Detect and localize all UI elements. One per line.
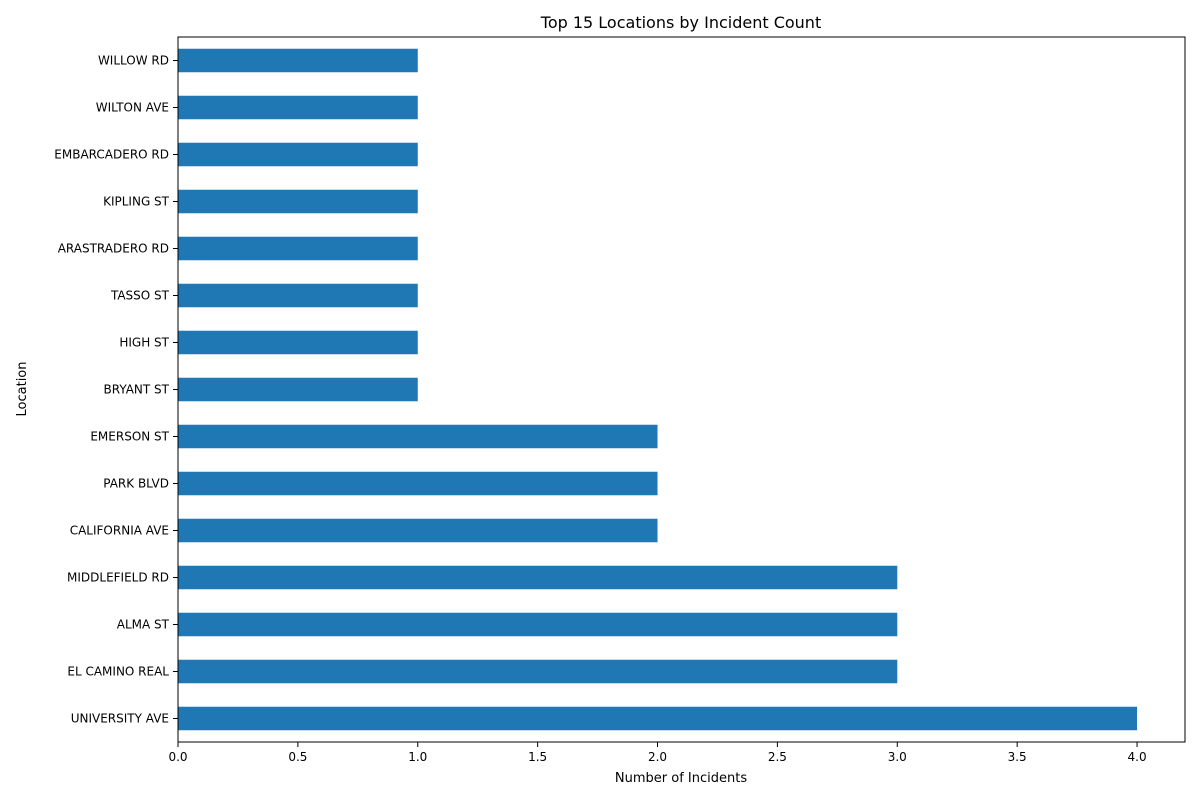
bar bbox=[178, 518, 658, 543]
y-ticks-group: UNIVERSITY AVE EL CAMINO REAL ALMA ST MIDDL… bbox=[54, 54, 178, 726]
bars-group bbox=[178, 48, 1138, 731]
bar bbox=[178, 48, 418, 73]
bar bbox=[178, 95, 418, 120]
plot-frame bbox=[177, 36, 1186, 743]
bar bbox=[178, 283, 418, 308]
y-tick-label: ALMA ST bbox=[117, 618, 170, 632]
y-tick-label: EMERSON ST bbox=[90, 430, 169, 444]
y-tick-label: UNIVERSITY AVE bbox=[71, 712, 169, 726]
x-tick-label: 3.5 bbox=[1008, 750, 1027, 764]
bar bbox=[178, 706, 1138, 731]
y-axis-label: Location bbox=[15, 362, 30, 417]
y-tick-label: ARASTRADERO RD bbox=[58, 242, 169, 256]
bar bbox=[178, 377, 418, 402]
bar bbox=[178, 565, 898, 590]
y-tick-label: WILLOW RD bbox=[98, 54, 169, 68]
bar bbox=[178, 189, 418, 214]
bar bbox=[178, 612, 898, 637]
y-tick-label: BRYANT ST bbox=[104, 383, 170, 397]
x-tick-label: 0.5 bbox=[288, 750, 307, 764]
bar bbox=[178, 471, 658, 496]
bar bbox=[178, 236, 418, 261]
chart-title: Top 15 Locations by Incident Count bbox=[540, 13, 821, 32]
x-tick-label: 4.0 bbox=[1128, 750, 1147, 764]
y-tick-label: PARK BLVD bbox=[103, 477, 169, 491]
y-tick-label: CALIFORNIA AVE bbox=[70, 524, 169, 538]
x-tick-label: 3.0 bbox=[888, 750, 907, 764]
y-tick-label: EMBARCADERO RD bbox=[54, 148, 169, 162]
x-tick-label: 2.0 bbox=[648, 750, 667, 764]
y-tick-label: EL CAMINO REAL bbox=[67, 665, 169, 679]
bar bbox=[178, 142, 418, 167]
y-tick-label: WILTON AVE bbox=[96, 101, 169, 115]
y-tick-label: HIGH ST bbox=[119, 336, 169, 350]
bar bbox=[178, 424, 658, 449]
y-tick-label: MIDDLEFIELD RD bbox=[67, 571, 169, 585]
x-ticks-group: 0.0 0.5 1.0 1.5 2.0 2.5 3.0 3.5 4.0 bbox=[168, 742, 1147, 764]
y-tick-label: TASSO ST bbox=[110, 289, 170, 303]
x-tick-label: 1.0 bbox=[408, 750, 427, 764]
y-tick-label: KIPLING ST bbox=[103, 195, 170, 209]
bar bbox=[178, 330, 418, 355]
x-axis-label: Number of Incidents bbox=[615, 771, 747, 786]
x-tick-label: 1.5 bbox=[528, 750, 547, 764]
bar bbox=[178, 659, 898, 684]
x-tick-label: 2.5 bbox=[768, 750, 787, 764]
x-tick-label: 0.0 bbox=[168, 750, 187, 764]
